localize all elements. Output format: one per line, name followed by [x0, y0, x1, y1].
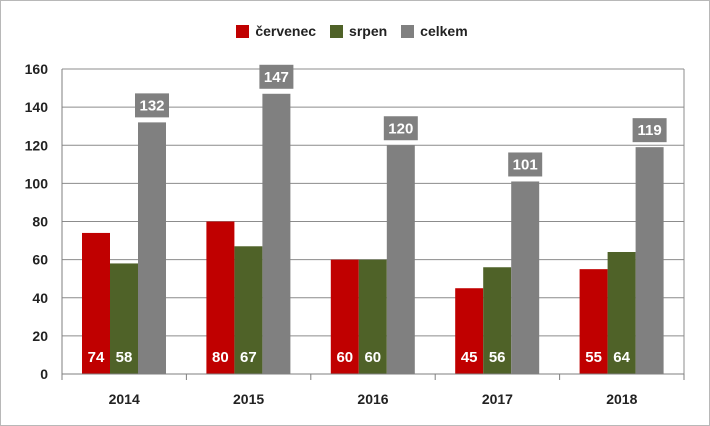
bar-srpen-2014	[110, 263, 138, 374]
bar-celkem-2016	[386, 145, 415, 374]
data-label-červenec-2016: 60	[336, 349, 353, 366]
legend-swatch-srpen	[330, 24, 344, 38]
data-label-celkem-2018: 119	[637, 122, 661, 139]
data-label-červenec-2015: 80	[212, 349, 229, 366]
data-label-červenec-2014: 74	[88, 349, 105, 366]
callout-box-2016	[383, 116, 418, 141]
x-tick-label-2015: 2015	[233, 391, 264, 407]
legend-item-cervenec: červenec	[236, 23, 316, 39]
data-label-srpen-2018: 64	[613, 349, 630, 366]
y-tick-label-120: 120	[25, 137, 49, 153]
y-tick-label-40: 40	[32, 290, 48, 306]
x-tick-label-2017: 2017	[482, 391, 513, 407]
callout-box-2017	[508, 152, 543, 177]
bar-celkem-2017	[511, 181, 540, 374]
data-label-srpen-2017: 56	[489, 349, 506, 366]
data-label-celkem-2015: 147	[264, 69, 289, 86]
x-tick-label-2016: 2016	[357, 391, 388, 407]
y-tick-label-0: 0	[40, 366, 48, 382]
data-label-červenec-2018: 55	[585, 349, 602, 366]
callout-box-2014	[135, 93, 169, 118]
legend-label-srpen: srpen	[349, 23, 388, 39]
legend-label-cervenec: červenec	[255, 23, 317, 39]
data-label-celkem-2017: 101	[513, 156, 538, 173]
bar-srpen-2016	[358, 259, 387, 374]
legend-item-srpen: srpen	[330, 23, 387, 39]
legend-label-celkem: celkem	[420, 23, 468, 39]
y-tick-label-60: 60	[32, 252, 48, 268]
bar-červenec-2016	[330, 259, 359, 374]
bar-celkem-2014	[138, 122, 166, 374]
data-label-srpen-2015: 67	[240, 349, 257, 366]
data-label-celkem-2016: 120	[388, 120, 413, 137]
data-label-celkem-2014: 132	[139, 97, 164, 114]
bar-srpen-2018	[607, 252, 636, 374]
data-label-srpen-2016: 60	[364, 349, 381, 366]
x-tick-label-2018: 2018	[606, 391, 637, 407]
chart-legend: červenec srpen celkem	[0, 20, 710, 42]
bar-červenec-2018	[579, 269, 608, 374]
bar-červenec-2017	[455, 288, 484, 374]
y-tick-label-140: 140	[25, 99, 49, 115]
data-label-červenec-2017: 45	[461, 349, 478, 366]
bar-srpen-2015	[234, 246, 263, 374]
y-tick-label-80: 80	[32, 214, 48, 230]
callout-box-2015	[259, 64, 294, 89]
callout-box-2018	[632, 118, 667, 143]
legend-item-celkem: celkem	[401, 23, 468, 39]
y-tick-label-100: 100	[25, 175, 49, 191]
y-tick-label-20: 20	[32, 328, 48, 344]
y-tick-label-160: 160	[25, 61, 49, 77]
x-tick-label-2014: 2014	[109, 391, 140, 407]
bar-červenec-2014	[82, 232, 110, 374]
bar-celkem-2015	[262, 93, 291, 374]
bar-celkem-2018	[635, 147, 664, 374]
data-label-srpen-2014: 58	[116, 349, 133, 366]
bar-srpen-2017	[483, 267, 512, 374]
legend-swatch-celkem	[401, 24, 415, 38]
bar-červenec-2015	[206, 221, 235, 374]
legend-swatch-cervenec	[236, 24, 250, 38]
